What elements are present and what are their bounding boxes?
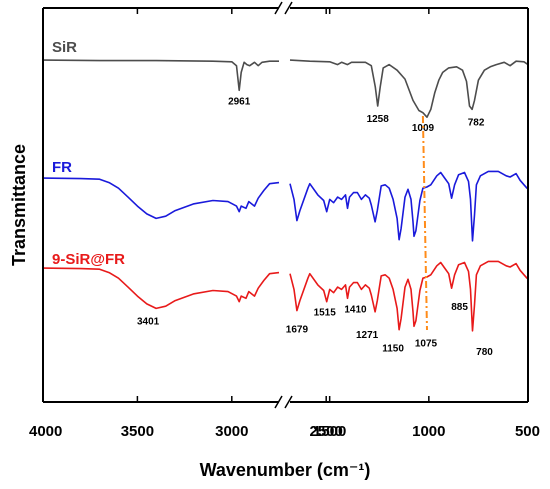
x-tick-label: 1500 bbox=[313, 423, 346, 440]
series-label: 9-SiR@FR bbox=[52, 251, 125, 268]
peak-label: 1271 bbox=[356, 330, 379, 341]
peak-label: 780 bbox=[476, 347, 493, 358]
series-line-SiR-left bbox=[42, 59, 279, 92]
axis-break-mark bbox=[284, 395, 293, 409]
peak-label: 2961 bbox=[228, 96, 251, 107]
x-tick-label: 500 bbox=[515, 423, 540, 440]
x-tick-label: 1000 bbox=[412, 423, 445, 440]
series-label: SiR bbox=[52, 39, 77, 56]
peak-label: 1410 bbox=[344, 304, 367, 315]
series-line-FR-right bbox=[289, 170, 529, 242]
series-line-SiR-right bbox=[289, 59, 529, 118]
peak-label: 885 bbox=[451, 302, 468, 313]
peak-label: 3401 bbox=[137, 316, 160, 327]
axis-break-mark bbox=[274, 1, 283, 15]
series-line-9-SiR@FR-right bbox=[289, 260, 529, 332]
peak-label: 1009 bbox=[412, 123, 435, 134]
x-tick-label: 3000 bbox=[215, 423, 248, 440]
peak-label: 1150 bbox=[382, 344, 404, 355]
peak-label: 1515 bbox=[314, 308, 337, 319]
x-tick-label: 3500 bbox=[121, 423, 154, 440]
x-tick-label: 4000 bbox=[29, 423, 62, 440]
peak-label: 1258 bbox=[367, 114, 390, 125]
y-axis-title: Transmittance bbox=[9, 144, 29, 266]
peak-label: 1679 bbox=[286, 325, 309, 336]
reference-line bbox=[421, 115, 428, 331]
peak-label: 782 bbox=[468, 117, 485, 128]
axis-break-mark bbox=[274, 395, 283, 409]
axis-break-mark bbox=[284, 1, 293, 15]
x-tick-label: 2500 bbox=[310, 423, 343, 440]
peak-label: 1075 bbox=[415, 338, 438, 349]
series-line-FR-left bbox=[42, 177, 280, 220]
series-line-9-SiR@FR-left bbox=[42, 267, 280, 310]
x-axis-title: Wavenumber (cm⁻¹) bbox=[200, 460, 371, 480]
series-label: FR bbox=[52, 159, 72, 176]
